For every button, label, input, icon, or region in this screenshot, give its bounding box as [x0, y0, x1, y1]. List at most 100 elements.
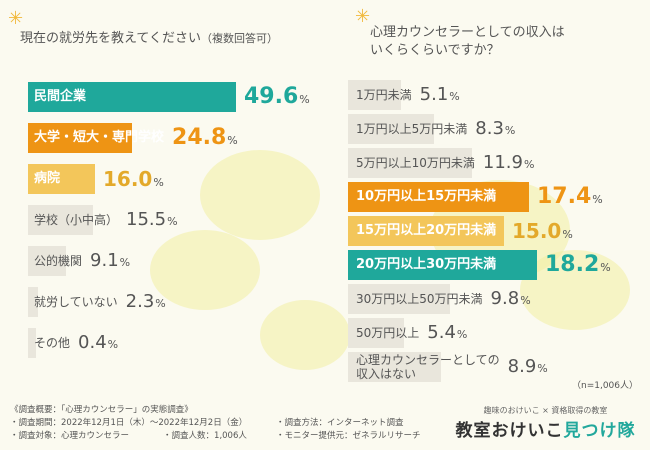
bar-row: 就労していない 2.3% [28, 287, 328, 317]
bar-value-number: 17.4 [537, 184, 592, 209]
leaf-blob [200, 150, 320, 240]
bar-value: 9.1% [90, 246, 130, 276]
bar-label: 10万円以上15万円未満 [356, 189, 497, 204]
bar-value: 49.6% [244, 82, 310, 112]
bar-value: 5.4% [427, 318, 467, 348]
bar-value-number: 49.6 [244, 84, 299, 109]
bar [348, 182, 529, 212]
bar-value-number: 0.4 [78, 332, 107, 353]
bar [348, 352, 441, 382]
bar-value-unit: % [520, 294, 531, 307]
bar-label: 病院 [34, 171, 61, 186]
brand-logo: 趣味のおけいこ × 資格取得の教室 教室おけいこ見つけ隊 [453, 405, 638, 441]
logo-main-a: 教室おけいこ [455, 421, 564, 441]
bar-label: 30万円以上50万円未満 [356, 292, 483, 306]
leaf-blob [520, 250, 630, 330]
bar-value-unit: % [449, 90, 460, 103]
bar-value: 8.3% [475, 114, 515, 144]
bar-row: 50万円以上 5.4% [348, 318, 643, 348]
bar-value: 8.9% [508, 352, 548, 382]
bar-row: 30万円以上50万円未満 9.8% [348, 284, 643, 314]
bar-value-unit: % [299, 93, 310, 106]
survey-footer: 《調査概要：「心理カウンセラー」の実態調査》 ・調査期間：2022年12月1日（… [10, 404, 247, 443]
bar-row: 病院 16.0% [28, 164, 328, 194]
bar-value-number: 15.0 [512, 219, 562, 243]
bar-row: 学校（小中高） 15.5% [28, 205, 328, 235]
sparkle-icon: ✳ [355, 6, 371, 27]
bar-value-unit: % [107, 338, 119, 351]
bar-value-unit: % [227, 134, 238, 147]
bar-label: 心理カウンセラーとしての 収入はない [356, 352, 500, 383]
bar [28, 287, 38, 317]
bar-value-number: 9.1 [90, 250, 119, 271]
bar-value-number: 18.2 [545, 252, 600, 277]
bar-value: 11.9% [483, 148, 535, 178]
bar-value-number: 16.0 [103, 167, 153, 191]
bar [28, 205, 93, 235]
bar [348, 284, 450, 314]
bar-label: 20万円以上30万円未満 [356, 257, 497, 272]
bar-value: 5.1% [420, 80, 460, 110]
logo-main-b: 見つけ隊 [563, 421, 636, 441]
bar-value: 9.8% [491, 284, 531, 314]
bar-value-unit: % [537, 362, 548, 375]
logo-subtitle: 趣味のおけいこ × 資格取得の教室 [483, 406, 608, 415]
bar [348, 114, 434, 144]
bar-label: 学校（小中高） [34, 213, 119, 227]
bar-value: 15.5% [126, 205, 178, 235]
bar [28, 328, 36, 358]
left-bar-chart: 民間企業 49.6% 大学・短大・専門学校 24.8% 病院 16.0% 学校（小中高） 15… [28, 82, 328, 382]
left-chart-title: 現在の就労先を教えてください（複数回答可） [20, 30, 278, 48]
bar-value: 16.0% [103, 164, 164, 194]
bar-label: 就労していない [34, 295, 118, 309]
bar-value-unit: % [600, 261, 611, 274]
bar-row: その他 0.4% [28, 328, 328, 358]
survey-monitor: ・モニター提供元：ゼネラルリサーチ [276, 431, 421, 441]
bar [348, 318, 404, 348]
bar-label: 民間企業 [34, 89, 87, 104]
bar-row: 1万円以上5万円未満 8.3% [348, 114, 643, 144]
right-bar-chart: 1万円未満 5.1% 1万円以上5万円未満 8.3% 5万円以上10万円未満 11.9% 1… [348, 80, 643, 385]
bar-value-number: 5.1 [419, 84, 449, 105]
bar-value-number: 11.9 [482, 152, 523, 173]
bar-label: 公的機関 [34, 254, 83, 268]
bar-row: 5万円以上10万円未満 11.9% [348, 148, 643, 178]
bar-value: 0.4% [78, 328, 118, 358]
leaf-blob [260, 300, 350, 370]
survey-footer-right: ・調査方法：インターネット調査 ・モニター提供元：ゼネラルリサーチ [276, 417, 421, 443]
bar-row: 大学・短大・専門学校 24.8% [28, 123, 328, 153]
bar-label: 15万円以上20万円未満 [356, 223, 497, 238]
bar-label: 1万円未満 [356, 88, 412, 102]
bar-value-number: 15.5 [126, 209, 167, 230]
right-chart-title: 心理カウンセラーとしての収入は いくらくらいですか？ [370, 24, 565, 60]
bar-value-unit: % [155, 297, 166, 310]
bar-value-number: 5.4 [427, 322, 456, 343]
bar-value-unit: % [456, 328, 468, 341]
left-title-text: 現在の就労先を教えてください [20, 31, 201, 46]
bar-row: 15万円以上20万円未満 15.0% [348, 216, 643, 246]
bar-value-unit: % [592, 193, 603, 206]
bar [28, 246, 66, 276]
survey-header: 《調査概要：「心理カウンセラー」の実態調査》 [10, 405, 193, 415]
bar [348, 216, 504, 246]
bar-value-number: 24.8 [172, 125, 227, 150]
logo-main: 教室おけいこ見つけ隊 [453, 416, 638, 441]
bar-value-unit: % [119, 256, 131, 269]
bar [348, 148, 472, 178]
bar-value-number: 8.9 [507, 356, 537, 377]
right-title-line1: 心理カウンセラーとしての収入は [370, 25, 565, 40]
bar-label-line1: 心理カウンセラーとしての [356, 353, 500, 367]
bar [348, 250, 537, 280]
sparkle-icon: ✳ [8, 8, 24, 29]
bar-value-unit: % [167, 215, 178, 228]
bar-row: 心理カウンセラーとしての 収入はない 8.9% [348, 352, 643, 382]
survey-count: ・調査人数：1,006人 [163, 431, 247, 441]
survey-target: ・調査対象：心理カウンセラー [10, 431, 130, 441]
bar-value-unit: % [562, 228, 573, 241]
bar-value-unit: % [523, 158, 535, 171]
bar [348, 80, 401, 110]
bar-value-number: 9.8 [490, 288, 520, 309]
leaf-blob [150, 230, 260, 310]
bar-value-number: 8.3 [475, 118, 504, 139]
bar-value-unit: % [153, 176, 164, 189]
